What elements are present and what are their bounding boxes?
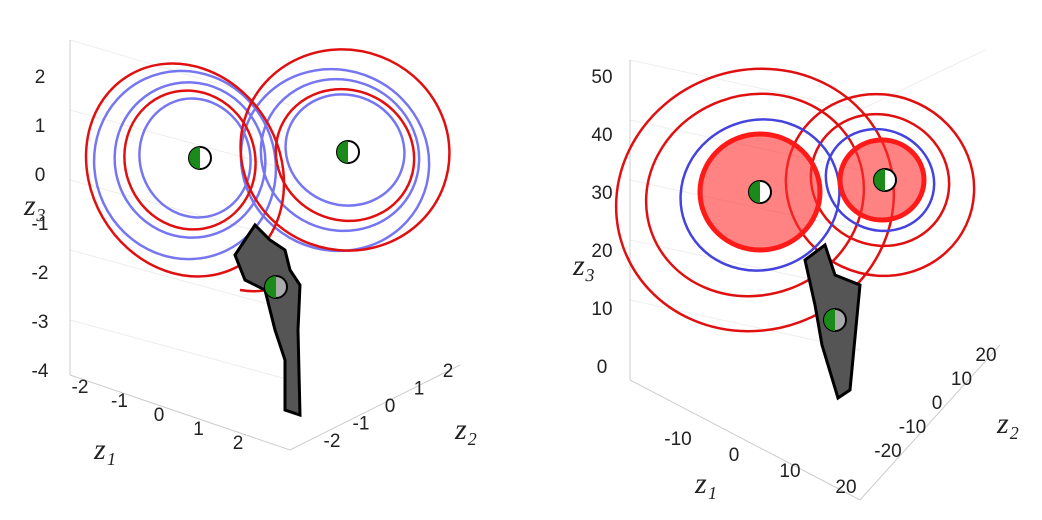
axis-frame — [69, 40, 461, 451]
z3-tick-label: 40 — [591, 125, 612, 146]
z3-tick-label: -4 — [32, 361, 49, 382]
z1-tick-label: 10 — [779, 461, 800, 482]
z1-tick-label: 20 — [835, 477, 856, 498]
z1-tick-label: -1 — [111, 391, 128, 412]
z2-tick-label: 1 — [414, 379, 425, 400]
z2-axis-label: z₂ — [996, 407, 1019, 440]
z2-tick-label: 0 — [932, 393, 943, 414]
attractor — [84, 48, 451, 293]
z2-tick-label: 10 — [951, 369, 972, 390]
equilibria — [188, 140, 360, 299]
axis-frame — [629, 60, 1001, 501]
z3-tick-label: 10 — [591, 299, 612, 320]
manifold — [233, 222, 302, 418]
z2-tick-label: 20 — [975, 345, 996, 366]
z3-axis-label: z₃ — [23, 189, 46, 222]
z2-tick-label: -10 — [899, 417, 926, 438]
z3-tick-label: 2 — [35, 67, 46, 88]
z3-tick-label: 20 — [591, 241, 612, 262]
z1-tick-label: -10 — [664, 429, 691, 450]
right-panel — [614, 49, 1001, 501]
z3-tick-label: 30 — [591, 183, 612, 204]
z2-axis-label: z₂ — [454, 413, 477, 446]
z3-tick-label: 50 — [591, 67, 612, 88]
z3-axis-label: z₃ — [572, 249, 595, 282]
z1-axis-label: z₁ — [694, 467, 717, 500]
z3-tick-label: 1 — [35, 116, 46, 137]
z3-tick-label: -1 — [32, 214, 49, 235]
attractor — [614, 67, 976, 333]
equilibria — [748, 168, 897, 332]
z3-tick-label: -3 — [32, 312, 49, 333]
z1-tick-label: 1 — [193, 419, 204, 440]
z1-tick-label: -2 — [72, 377, 89, 398]
z3-tick-label: 0 — [35, 165, 46, 186]
z2-tick-label: -2 — [324, 431, 341, 452]
z3-tick-label: 0 — [597, 357, 608, 378]
left-panel — [69, 39, 461, 451]
z2-tick-label: 0 — [385, 396, 396, 417]
z1-axis-label: z₁ — [93, 433, 116, 466]
z1-tick-label: 2 — [233, 433, 244, 454]
z2-tick-label: -20 — [874, 441, 901, 462]
z2-tick-label: -1 — [353, 414, 370, 435]
z2-tick-label: 2 — [443, 361, 454, 382]
z1-tick-label: 0 — [154, 405, 165, 426]
z1-tick-label: 0 — [729, 445, 740, 466]
z3-tick-label: -2 — [32, 263, 49, 284]
